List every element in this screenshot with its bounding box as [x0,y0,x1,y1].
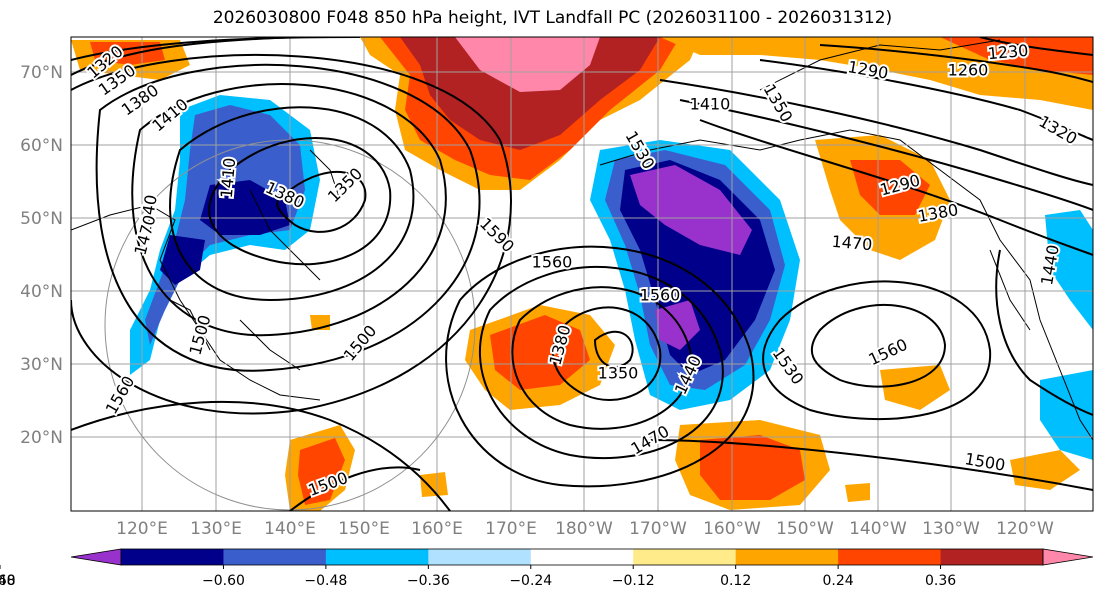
latitude-label: 40°N [20,282,63,302]
colorbar-segment [121,549,224,565]
colorbar-segment [633,549,737,565]
latitude-label: 60°N [20,136,63,156]
latitude-label: 30°N [20,355,63,375]
latitude-labels: 70°N 60°N 50°N 40°N 30°N 20°N [20,63,63,448]
colorbar-tick-label: −0.24 [509,573,552,589]
colorbar-extend-low [70,548,122,566]
colorbar-tick-label: −0.60 [202,573,245,589]
longitude-label: 150°E [338,519,390,539]
contour-label: 1410 [217,157,239,199]
longitude-label: 160°E [411,519,463,539]
colorbar-extend-high [1042,548,1094,566]
contour-label: 1560 [640,286,681,305]
latitude-label: 20°N [20,428,63,448]
colorbar-segment [325,549,429,565]
longitude-label: 130°W [922,519,980,539]
contour-label: 1470 [831,232,873,254]
longitude-label: 120°W [996,519,1054,539]
longitude-labels: 120°E 130°E 140°E 150°E 160°E 170°E 180°W 170°W… [116,519,1054,539]
latitude-label: 50°N [20,209,63,229]
contour-label: 1410 [690,95,731,114]
longitude-label: 120°E [116,519,168,539]
longitude-label: 160°W [703,519,761,539]
colorbar-tick-label: 0.60 [0,573,16,589]
colorbar-segment [428,549,532,565]
longitude-label: 170°E [485,519,537,539]
contour-label: 1560 [532,253,573,272]
latitude-label: 70°N [20,63,63,83]
colorbar [70,548,1094,566]
longitude-label: 140°E [264,519,316,539]
longitude-label: 150°W [776,519,834,539]
colorbar-frame [120,548,1044,566]
colorbar-tick-label: 0.36 [925,573,956,589]
gridlines [71,37,1093,511]
colorbar-tick-label: 0.12 [720,573,751,589]
contour-label: 1260 [948,61,989,80]
colorbar-tick-label: −0.12 [612,573,655,589]
longitude-label: 130°E [190,519,242,539]
colorbar-tick-label: 0.24 [823,573,854,589]
colorbar-segment [838,549,942,565]
contour-label: 1230 [987,41,1029,63]
colorbar-segment [940,549,1044,565]
colorbar-tick-labels: −0.60 −0.48 −0.36 −0.24 −0.12 0.12 0.24 0.36 0.4… [0,565,956,589]
longitude-label: 140°W [849,519,907,539]
colorbar-segment [223,549,327,565]
colorbar-segment [530,549,634,565]
figure-title: 2026030800 F048 850 hPa height, IVT Land… [212,8,893,28]
colorbar-tick-label: 0.48 [0,573,16,589]
colorbar-segment [735,549,839,565]
longitude-label: 180°W [555,519,613,539]
map-frame [70,36,1094,512]
longitude-label: 170°W [629,519,687,539]
colorbar-tick-label: −0.48 [304,573,347,589]
contour-label: 1350 [598,364,639,383]
colorbar-tick-label: −0.36 [407,573,450,589]
